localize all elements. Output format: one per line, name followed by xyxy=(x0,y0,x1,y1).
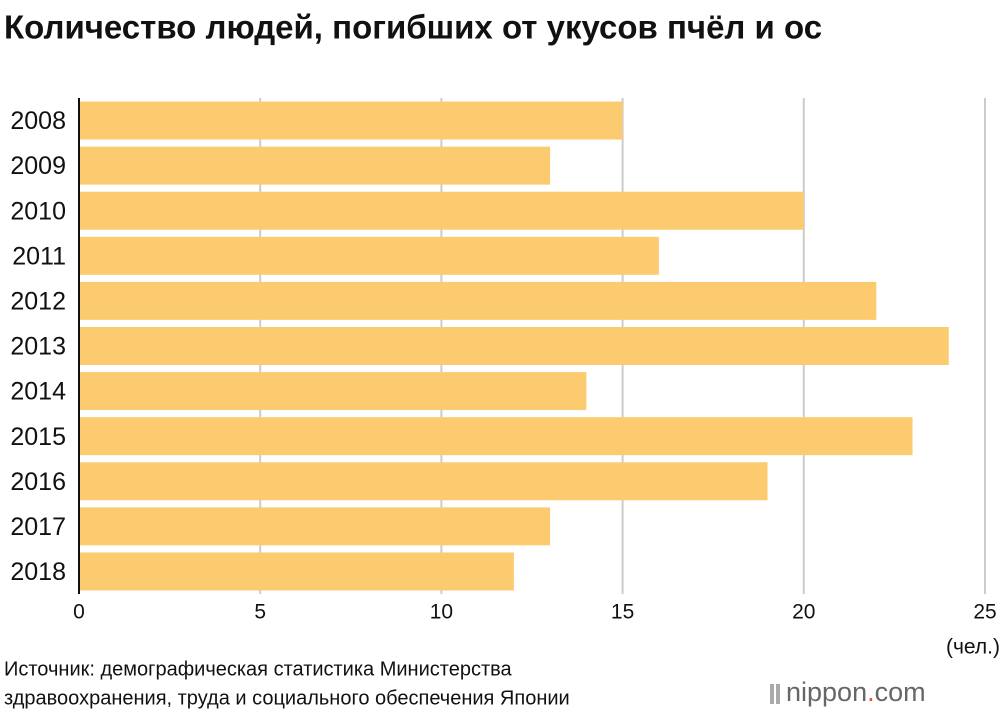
y-tick-label: 2016 xyxy=(10,468,66,496)
logo-part: com xyxy=(875,677,926,707)
logo-mark xyxy=(776,684,780,704)
chart-title: Количество людей, погибших от укусов пчё… xyxy=(4,9,822,46)
y-tick-label: 2018 xyxy=(10,558,66,586)
bar xyxy=(79,327,949,365)
logo: nippon.com xyxy=(770,677,926,707)
y-tick-label: 2013 xyxy=(10,333,66,361)
unit-label: (чел.) xyxy=(946,636,1000,659)
logo-mark xyxy=(770,684,774,704)
y-tick-label: 2017 xyxy=(10,513,66,541)
source: здравоохранения, труда и социального обе… xyxy=(4,687,570,709)
x-tick-label: 10 xyxy=(430,601,453,624)
x-tick-label: 20 xyxy=(792,601,815,624)
bar xyxy=(79,146,551,185)
x-tick-label: 0 xyxy=(73,601,85,624)
bar xyxy=(79,417,913,456)
y-tick-label: 2014 xyxy=(10,378,66,406)
logo-part: nippon xyxy=(786,677,867,707)
bar xyxy=(79,101,623,140)
bar xyxy=(79,462,768,501)
source: Источник: демографическая статистика Мин… xyxy=(4,658,513,680)
bar xyxy=(79,372,587,411)
y-tick-label: 2009 xyxy=(10,152,66,180)
x-tick-label: 25 xyxy=(973,601,996,624)
bar xyxy=(79,281,877,320)
y-tick-label: 2015 xyxy=(10,423,66,451)
y-tick-label: 2011 xyxy=(12,242,66,270)
bar xyxy=(79,236,659,275)
logo-part: . xyxy=(867,677,875,707)
y-tick-label: 2010 xyxy=(10,197,66,225)
bar xyxy=(79,191,804,230)
x-tick-label: 5 xyxy=(254,601,266,624)
bar xyxy=(79,552,514,591)
y-tick-label: 2012 xyxy=(10,288,66,316)
bar xyxy=(79,507,551,546)
logo-text: nippon.com xyxy=(786,677,926,707)
y-tick-label: 2008 xyxy=(10,107,66,135)
x-tick-label: 15 xyxy=(611,601,634,624)
